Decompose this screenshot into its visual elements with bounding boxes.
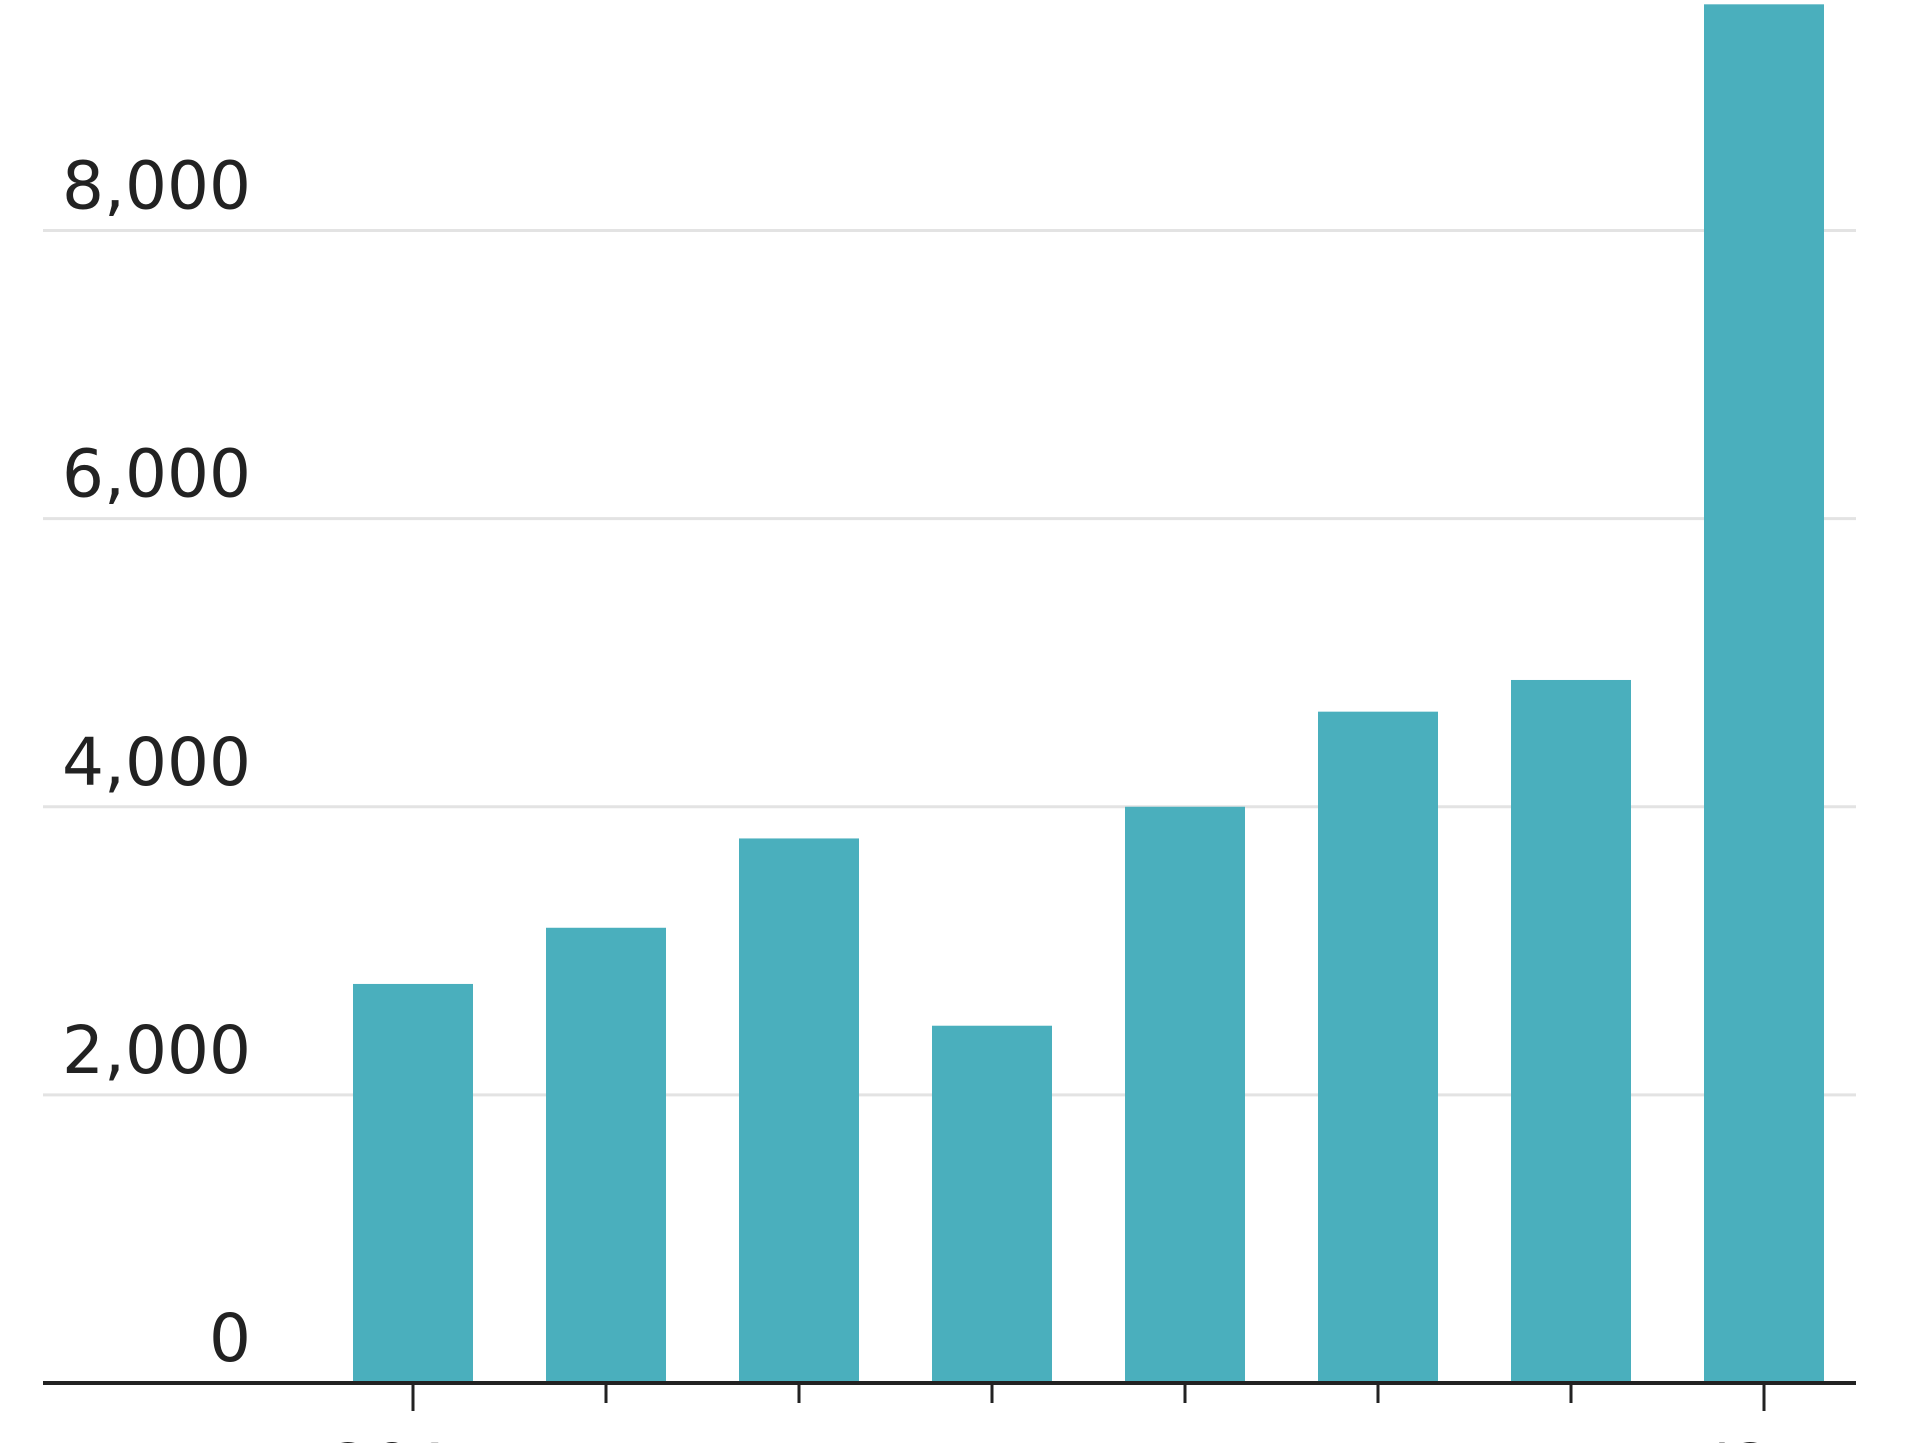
bar bbox=[1511, 679, 1631, 1383]
x-tick-label: '25 bbox=[1713, 1430, 1815, 1443]
bars bbox=[353, 4, 1824, 1383]
bar bbox=[739, 838, 859, 1383]
bar bbox=[546, 927, 666, 1383]
bar bbox=[1318, 711, 1438, 1383]
bar bbox=[1125, 806, 1245, 1383]
bar bbox=[353, 983, 473, 1383]
x-tick-label: 2015 bbox=[329, 1430, 497, 1443]
bar bbox=[1704, 4, 1824, 1383]
axis: 0 2,000 4,000 6,000 8,000 2015 '25 bbox=[43, 148, 1856, 1443]
y-tick-label: 2,000 bbox=[62, 1012, 251, 1089]
y-tick-label: 6,000 bbox=[62, 436, 251, 513]
bar bbox=[932, 1025, 1052, 1383]
y-tick-label: 8,000 bbox=[62, 148, 251, 225]
y-tick-label: 4,000 bbox=[62, 724, 251, 801]
y-tick-label: 0 bbox=[209, 1300, 251, 1377]
